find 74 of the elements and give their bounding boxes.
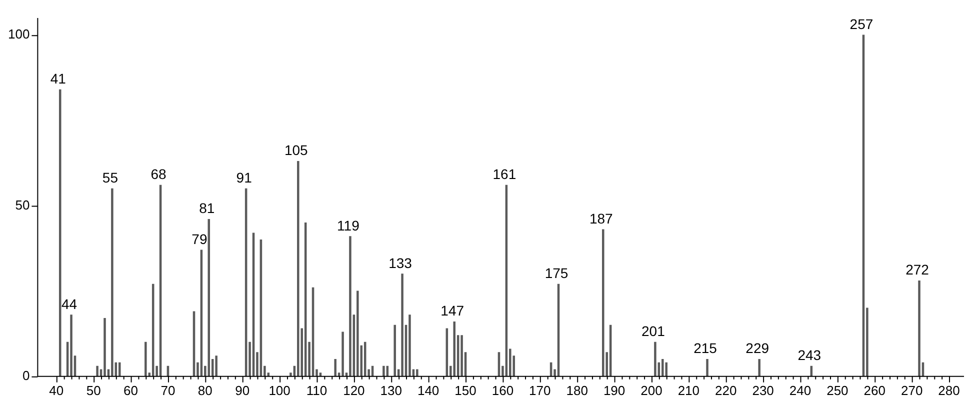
x-tick-label: 190	[603, 382, 626, 398]
x-tick-label: 100	[268, 382, 290, 398]
annotation: 41	[50, 70, 66, 87]
bar	[382, 366, 385, 376]
annotation: 119	[337, 217, 360, 234]
x-tick-label: 60	[124, 382, 138, 398]
x-tick-label: 200	[640, 382, 662, 398]
annotation: 68	[150, 166, 167, 182]
x-tick-label: 140	[417, 382, 440, 398]
annotation: 215	[694, 340, 718, 356]
annotation: 272	[906, 262, 930, 278]
y-tick-label: 0	[22, 368, 30, 383]
x-tick-label: 40	[49, 382, 64, 398]
bar	[342, 332, 344, 376]
bar	[416, 369, 418, 376]
x-tick-label: 130	[380, 382, 402, 398]
annotation: 187	[589, 210, 614, 226]
x-tick-label: 220	[715, 382, 737, 398]
bar	[118, 362, 121, 376]
bar	[460, 335, 463, 376]
bar	[662, 359, 664, 376]
bar	[215, 356, 218, 376]
x-tick-label: 110	[306, 382, 328, 398]
x-tick-label: 240	[789, 382, 812, 398]
x-tick-label: 280	[938, 382, 960, 398]
annotation: 55	[102, 170, 118, 186]
annotation: 81	[199, 200, 215, 216]
annotation: 229	[746, 340, 770, 356]
bar	[144, 342, 147, 376]
annotation: 257	[850, 16, 874, 32]
bar	[111, 188, 114, 376]
x-tick-label: 160	[492, 382, 514, 398]
bar	[297, 161, 300, 376]
annotation: 133	[388, 254, 412, 271]
x-tick-label: 180	[566, 382, 588, 398]
bar	[70, 314, 72, 376]
bar	[96, 366, 98, 376]
annotation: 79	[192, 230, 208, 247]
x-tick-label: 70	[160, 382, 176, 398]
bar	[408, 314, 411, 376]
bar	[104, 318, 106, 376]
annotation: 201	[642, 323, 666, 340]
annotation: 44	[61, 296, 78, 312]
bar	[665, 362, 668, 376]
x-tick-label: 230	[752, 382, 774, 398]
annotation: 91	[236, 170, 252, 186]
bar	[706, 359, 708, 376]
bar	[349, 236, 352, 376]
x-tick-label: 80	[198, 382, 212, 398]
bar	[394, 324, 396, 376]
bar	[758, 359, 760, 376]
annotation: 161	[492, 166, 516, 182]
y-tick-label: 50	[15, 197, 30, 212]
bar	[918, 280, 920, 376]
x-tick-label: 150	[454, 382, 476, 398]
x-tick-label: 270	[900, 382, 923, 398]
x-tick-label: 250	[826, 382, 848, 398]
y-tick-label: 100	[8, 26, 30, 42]
x-tick-label: 120	[343, 382, 365, 398]
bar	[654, 342, 656, 376]
x-tick-label: 50	[86, 382, 101, 398]
annotation: 147	[440, 302, 464, 319]
bar	[334, 359, 336, 376]
x-tick-label: 210	[678, 382, 700, 398]
annotation: 175	[544, 265, 568, 282]
bar	[356, 290, 359, 376]
x-tick-label: 170	[529, 382, 551, 398]
annotation: 243	[798, 347, 822, 364]
bar	[602, 229, 604, 376]
annotation: 105	[284, 142, 308, 158]
bar	[401, 274, 404, 376]
x-tick-label: 260	[864, 382, 886, 398]
bar	[453, 321, 456, 376]
x-tick-label: 90	[235, 382, 250, 398]
